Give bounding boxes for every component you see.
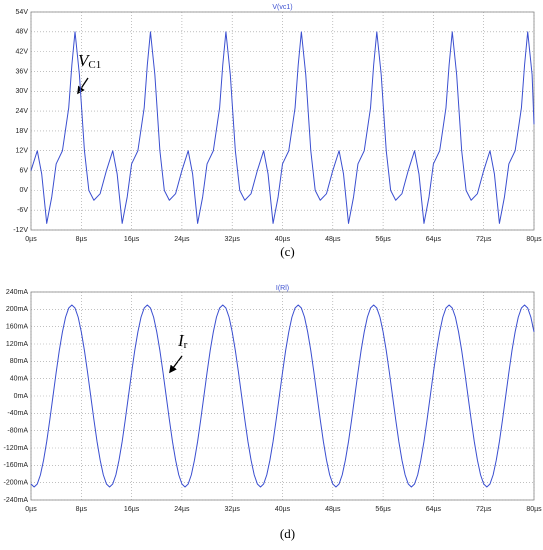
chart-title: I(Rl)	[276, 285, 289, 292]
x-tick-label: 0µs	[25, 236, 37, 243]
x-tick-label: 40µs	[275, 236, 291, 243]
y-tick-label: 18V	[16, 128, 29, 135]
annotation: Ir	[177, 331, 188, 351]
y-tick-label: -120mA	[3, 445, 28, 452]
x-tick-label: 8µs	[76, 506, 88, 513]
y-tick-label: 0V	[19, 187, 28, 194]
y-tick-label: 80mA	[10, 358, 29, 365]
annotation-subscript: r	[184, 339, 188, 351]
annotation-arrow	[169, 355, 183, 374]
y-tick-label: 0mA	[14, 393, 29, 400]
x-tick-label: 72µs	[476, 236, 492, 243]
y-tick-label: -200mA	[3, 480, 28, 487]
x-tick-label: 64µs	[426, 236, 442, 243]
y-tick-label: -240mA	[3, 497, 28, 504]
panel-label: (c)	[280, 244, 294, 259]
annotation: VC1	[78, 51, 101, 71]
y-tick-label: 36V	[16, 68, 29, 75]
x-tick-label: 56µs	[375, 506, 391, 513]
x-tick-label: 72µs	[476, 506, 492, 513]
x-tick-label: 32µs	[225, 236, 241, 243]
y-tick-label: 6V	[19, 167, 28, 174]
x-tick-label: 0µs	[25, 506, 37, 513]
annotation-text: I	[177, 331, 185, 350]
x-tick-label: 48µs	[325, 236, 341, 243]
data-line	[30, 304, 535, 488]
y-tick-label: 120mA	[6, 341, 29, 348]
x-tick-label: 24µs	[174, 236, 190, 243]
y-tick-label: 160mA	[6, 324, 29, 331]
panel-label: (d)	[280, 526, 295, 541]
y-tick-label: -40mA	[7, 410, 28, 417]
y-tick-label: 240mA	[6, 289, 29, 296]
y-tick-label: 42V	[16, 48, 29, 55]
annotation-arrow	[77, 77, 89, 95]
x-tick-label: 8µs	[76, 236, 88, 243]
y-tick-label: -6V	[17, 207, 28, 214]
y-tick-label: 200mA	[6, 306, 29, 313]
y-tick-label: 24V	[16, 108, 29, 115]
y-tick-label: -12V	[13, 227, 28, 234]
x-tick-label: 32µs	[225, 506, 241, 513]
y-tick-label: 54V	[16, 9, 29, 16]
x-tick-label: 16µs	[124, 506, 140, 513]
y-tick-label: 12V	[16, 148, 29, 155]
y-tick-label: -160mA	[3, 462, 28, 469]
plot-frame	[30, 291, 535, 501]
x-tick-label: 48µs	[325, 506, 341, 513]
x-tick-label: 16µs	[124, 236, 140, 243]
annotation-text: V	[78, 51, 91, 70]
x-tick-label: 80µs	[526, 236, 542, 243]
x-tick-label: 80µs	[526, 506, 542, 513]
y-tick-label: 48V	[16, 29, 29, 36]
y-tick-label: 40mA	[10, 376, 29, 383]
plot-frame	[30, 11, 535, 231]
x-tick-label: 64µs	[426, 506, 442, 513]
data-line	[30, 31, 535, 224]
x-tick-label: 24µs	[174, 506, 190, 513]
y-tick-label: 30V	[16, 88, 29, 95]
chart-title: V(vc1)	[272, 4, 292, 11]
x-tick-label: 56µs	[375, 236, 391, 243]
y-tick-label: -80mA	[7, 428, 28, 435]
x-tick-label: 40µs	[275, 506, 291, 513]
annotation-subscript: C1	[88, 59, 101, 71]
